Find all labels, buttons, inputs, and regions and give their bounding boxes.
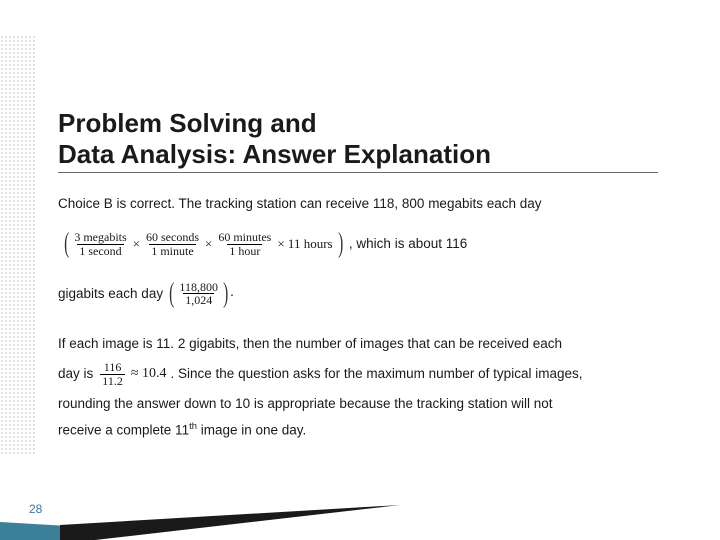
slide-body: Choice B is correct. The tracking statio… bbox=[58, 195, 673, 440]
title-line-1: Problem Solving and bbox=[58, 108, 317, 138]
gigabits-row: gigabits each day ( 118,800 1,024 ) . bbox=[58, 275, 673, 313]
slide: Problem Solving and Data Analysis: Answe… bbox=[0, 0, 720, 540]
paragraph-1: Choice B is correct. The tracking statio… bbox=[58, 195, 673, 213]
slide-title: Problem Solving and Data Analysis: Answe… bbox=[58, 108, 658, 173]
paragraph-6: receive a complete 11th image in one day… bbox=[58, 421, 673, 440]
decorative-dots bbox=[0, 35, 35, 455]
paragraph-3: If each image is 11. 2 gigabits, then th… bbox=[58, 335, 673, 353]
unit-conversion-formula: ( 3 megabits 1 second × 60 seconds 1 min… bbox=[62, 225, 345, 263]
paragraph-5: rounding the answer down to 10 is approp… bbox=[58, 395, 673, 413]
images-fraction: 116 11.2 ≈ 10.4 bbox=[97, 361, 166, 387]
decorative-swoosh bbox=[0, 480, 720, 540]
gigabit-fraction: ( 118,800 1,024 ) . bbox=[167, 275, 234, 313]
title-line-2: Data Analysis: Answer Explanation bbox=[58, 139, 491, 169]
page-number: 28 bbox=[29, 502, 42, 516]
equation-row-1: ( 3 megabits 1 second × 60 seconds 1 min… bbox=[58, 225, 673, 263]
after-eq1-text: , which is about 116 bbox=[349, 235, 467, 253]
images-per-day-row: day is 116 11.2 ≈ 10.4 . Since the quest… bbox=[58, 361, 673, 387]
